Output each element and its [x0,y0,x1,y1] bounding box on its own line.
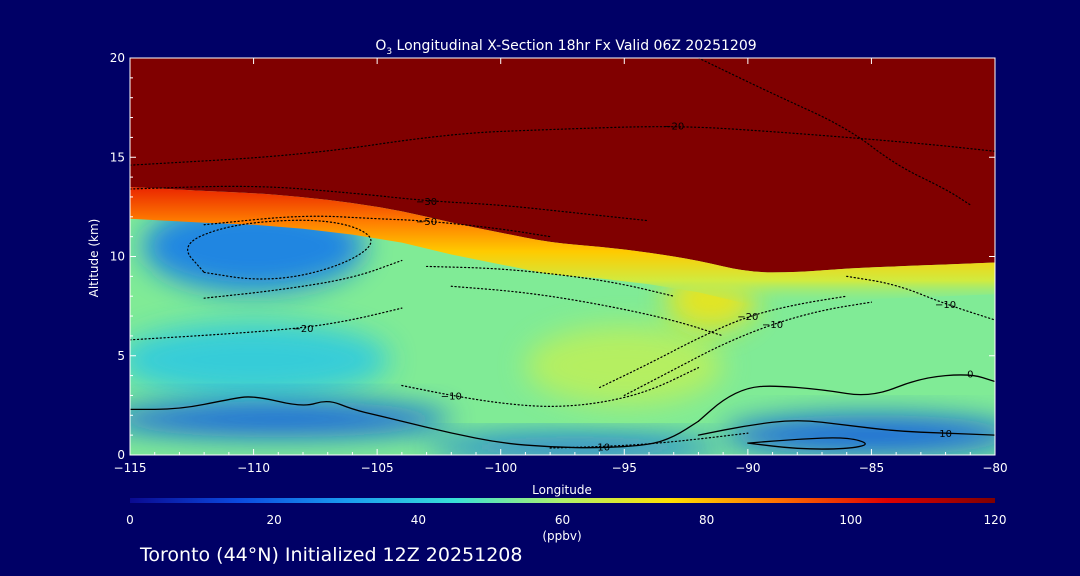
title-subscript: 3 [386,47,392,57]
x-tick-label: −115 [114,461,147,475]
title-rest: Longitudinal X-Section 18hr Fx Valid 06Z… [392,38,757,54]
colorbar-tick-label: 60 [555,513,570,527]
colorbar-tick-label: 20 [267,513,282,527]
y-tick-label: 0 [117,448,125,462]
colorbar-tick-label: 120 [984,513,1007,527]
ozone-region-mid-plume [525,325,724,406]
dotted-contour-12 [450,285,724,337]
contour-label: −20 [737,312,758,323]
dotted-contour-13 [203,259,403,299]
contour-label: −10 [441,391,462,402]
y-tick-label: 15 [110,150,125,164]
x-tick-label: −90 [735,461,760,475]
x-tick-label: −95 [612,461,637,475]
contour-label: 10 [939,429,952,440]
y-axis-label: Altitude (km) [87,219,101,298]
contour-label: −10 [762,320,783,331]
dotted-contour-10 [697,58,971,206]
x-tick-label: −110 [237,461,270,475]
contour-label: −30 [416,197,437,208]
plot-area: −20−30−50−20−10−20−10−10−10 010 [130,58,995,455]
location-init-text: Toronto (44°N) Initialized 12Z 20251208 [139,544,523,566]
ozone-region-surface-west [130,401,452,438]
y-axis: 0 5 10 15 20 [110,51,995,462]
dotted-contour-11 [425,265,675,297]
dotted-contour-6 [623,301,873,397]
y-tick-label: 20 [110,51,125,65]
y-tick-label: 10 [110,250,125,264]
solid-contour-1 [697,374,995,422]
x-tick-label: −105 [361,461,394,475]
colorbar-tick-label: 0 [126,513,134,527]
contour-label: −10 [935,300,956,311]
x-axis: −115 −110 −105 −100 −95 −90 −85 −80 [114,58,1008,475]
x-axis-label: Longitude [532,483,592,497]
colorbar-tick-label: 40 [411,513,426,527]
colorbar-unit-label: (ppbv) [542,529,581,543]
chart-title: O3 Longitudinal X-Section 18hr Fx Valid … [375,38,756,57]
dotted-contour-2 [203,215,551,238]
contour-label: −20 [663,121,684,132]
colorbar-tick-label: 80 [699,513,714,527]
contour-label: −20 [292,324,313,335]
solid-contour-layer: 0 10 [130,370,995,450]
x-tick-label: −85 [859,461,884,475]
ozone-region-surface-east [723,415,995,455]
dotted-contour-4 [401,367,700,407]
x-tick-label: −80 [982,461,1007,475]
y-tick-label: 5 [117,349,125,363]
tropopause-transition-band [130,187,995,305]
dotted-contour-0 [130,126,995,166]
solid-contour-2 [697,420,995,436]
solid-contour-0 [130,396,700,449]
colorbar: 0 20 40 60 80 100 120 (ppbv) [126,498,1006,543]
dotted-contour-7 [846,275,995,321]
dotted-contour-5 [598,295,848,389]
stratospheric-ozone-region [130,58,995,273]
title-prefix: O [375,38,386,54]
colorbar-ticks: 0 20 40 60 80 100 120 [126,513,1006,527]
dotted-contour-9 [187,219,372,280]
x-tick-label: −100 [484,461,517,475]
colorbar-tick-label: 100 [839,513,862,527]
dotted-contour-3 [130,307,403,341]
colorbar-bar [130,498,995,503]
solid-contour-3 [747,437,866,450]
dotted-contour-1 [130,185,650,222]
contour-label: 0 [967,370,973,381]
ozone-region-lower-west [130,322,390,398]
contour-label: −50 [416,217,437,228]
